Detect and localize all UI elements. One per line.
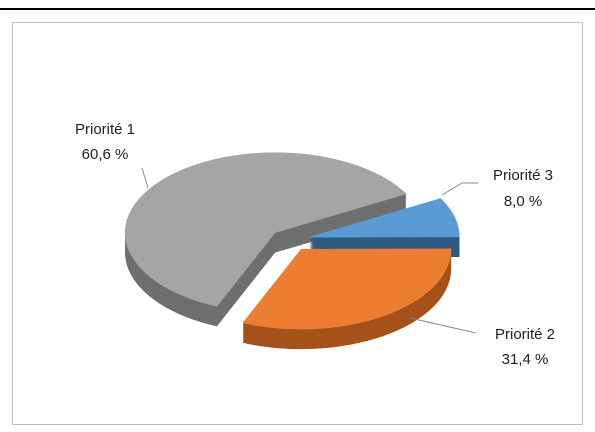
- slice: [242, 248, 452, 330]
- slice: [124, 152, 407, 307]
- leader-line: [141, 167, 149, 189]
- leader-line: [409, 317, 477, 334]
- category-label: Priorité 2: [495, 326, 555, 343]
- slice: [309, 198, 460, 238]
- category-label: Priorité 3: [493, 167, 553, 184]
- category-label: Priorité 1: [75, 121, 135, 138]
- pie: [124, 152, 460, 350]
- value-label: 60,6 %: [82, 146, 129, 163]
- value-label: 31,4 %: [502, 351, 549, 368]
- leader-line: [441, 182, 478, 196]
- value-label: 8,0 %: [504, 193, 542, 210]
